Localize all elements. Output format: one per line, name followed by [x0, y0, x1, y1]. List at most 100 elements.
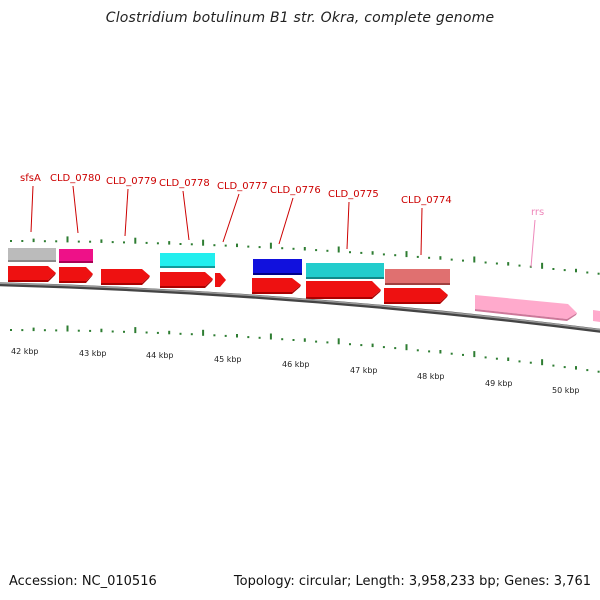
- scale-label: 48 kbp: [417, 372, 445, 381]
- gc-tick: [168, 241, 171, 245]
- gc-tick: [473, 351, 476, 358]
- gc-tick: [89, 329, 92, 332]
- genome-backbone: [0, 282, 600, 333]
- gc-tick: [563, 366, 566, 369]
- gc-tick: [315, 340, 318, 343]
- scale-label: 45 kbp: [214, 355, 242, 364]
- gc-tick: [597, 272, 600, 275]
- gene-label-CLD_0775: CLD_0775: [328, 189, 379, 200]
- genome-stats-label: Topology: circular; Length: 3,958,233 bp…: [233, 574, 591, 589]
- gc-tick: [450, 352, 453, 355]
- gc-tick: [394, 254, 397, 257]
- rrna-arrow: [475, 295, 577, 321]
- gc-tick: [43, 240, 46, 243]
- gc-tick: [462, 353, 464, 356]
- gc-tick: [507, 357, 510, 361]
- gc-tick: [89, 240, 92, 243]
- scale-label: 43 kbp: [79, 349, 107, 358]
- gc-tick: [371, 343, 374, 348]
- gc-tick: [236, 334, 238, 338]
- scale-label: 46 kbp: [282, 360, 310, 369]
- gc-content-track-bottom: [10, 325, 600, 373]
- gene-label-line: [124, 188, 129, 237]
- gc-tick: [111, 330, 114, 333]
- gc-content-track-top: [10, 236, 600, 275]
- gc-tick: [371, 251, 374, 255]
- gc-tick: [32, 327, 35, 332]
- gene-label-rrs: rrs: [531, 207, 544, 218]
- gc-tick: [405, 344, 408, 351]
- scale-label: 47 kbp: [350, 366, 378, 375]
- gc-tick: [529, 361, 532, 364]
- gc-tick: [416, 255, 419, 258]
- gene-labels: sfsA CLD_0780 CLD_0779 CLD_0778 CLD_0777…: [20, 173, 544, 218]
- gc-tick: [473, 256, 476, 263]
- gc-tick: [111, 241, 114, 244]
- accession-label: Accession: NC_010516: [9, 574, 157, 589]
- cds-arrow: [160, 272, 213, 288]
- gc-tick: [224, 334, 227, 337]
- gc-tick: [281, 338, 284, 341]
- gc-tick: [326, 341, 329, 344]
- gc-tick: [43, 329, 46, 332]
- cds-arrow: [101, 269, 150, 285]
- gc-tick: [439, 350, 442, 354]
- gc-tick: [541, 359, 544, 366]
- gc-tick: [269, 242, 272, 249]
- gene-label-line: [222, 193, 240, 243]
- gc-tick: [597, 370, 600, 373]
- gc-tick: [586, 369, 589, 372]
- gene-label-line: [182, 190, 190, 241]
- gc-tick: [66, 325, 69, 332]
- gc-tick: [349, 251, 351, 254]
- gc-tick: [337, 246, 340, 253]
- gc-tick: [303, 247, 306, 251]
- gc-tick: [405, 251, 408, 258]
- gc-tick: [416, 349, 419, 352]
- gc-tick: [168, 330, 171, 335]
- gc-tick: [439, 256, 442, 260]
- gene-label-CLD_0774: CLD_0774: [401, 195, 452, 206]
- gc-tick: [563, 269, 566, 272]
- gc-tick: [326, 249, 329, 252]
- gene-label-line: [530, 219, 536, 268]
- gc-tick: [552, 268, 555, 270]
- gc-tick: [281, 247, 284, 250]
- gc-tick: [269, 333, 272, 340]
- gc-tick: [484, 261, 487, 264]
- feature-box-CLD_0776: [253, 259, 302, 275]
- gc-tick: [428, 350, 431, 353]
- gc-tick: [145, 241, 148, 244]
- feature-box-sfsA: [8, 248, 56, 262]
- gene-label-CLD_0777: CLD_0777: [217, 181, 268, 192]
- gc-tick: [123, 241, 125, 244]
- gene-label-CLD_0779: CLD_0779: [106, 176, 157, 187]
- gc-tick: [518, 360, 521, 363]
- gc-tick: [55, 240, 58, 243]
- gc-tick: [134, 237, 137, 244]
- feature-box-CLD_0775: [306, 263, 384, 279]
- gc-tick: [190, 333, 193, 336]
- cds-arrow: [252, 278, 301, 294]
- gc-tick: [450, 258, 453, 261]
- gc-tick: [247, 245, 250, 248]
- gc-tick: [552, 364, 555, 367]
- gc-tick: [484, 356, 487, 359]
- gc-tick: [292, 247, 295, 250]
- gc-tick: [247, 336, 250, 339]
- gc-tick: [156, 242, 159, 245]
- feature-box-CLD_0780: [59, 249, 93, 263]
- gc-tick: [292, 339, 295, 341]
- gc-tick: [382, 346, 385, 349]
- gene-label-sfsA: sfsA: [20, 173, 41, 184]
- gene-label-line: [346, 201, 350, 250]
- gc-tick: [21, 240, 24, 242]
- gc-tick: [134, 327, 137, 334]
- gc-tick: [21, 329, 24, 332]
- scale-label: 50 kbp: [552, 386, 580, 395]
- rrna-arrow: [593, 310, 600, 322]
- gc-tick: [337, 338, 340, 345]
- gc-tick: [360, 251, 363, 254]
- cds-arrow: [8, 266, 56, 282]
